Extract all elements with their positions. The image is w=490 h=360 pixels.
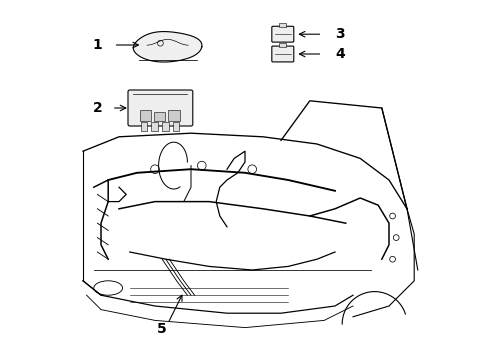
Bar (141, 122, 147, 131)
FancyBboxPatch shape (272, 26, 294, 42)
Bar (169, 110, 180, 121)
Polygon shape (133, 32, 202, 62)
Bar (279, 23, 286, 27)
Text: 4: 4 (336, 47, 345, 61)
Text: 5: 5 (157, 323, 167, 336)
Text: 1: 1 (93, 38, 102, 52)
Bar (151, 122, 158, 131)
FancyBboxPatch shape (272, 46, 294, 62)
Bar (154, 112, 166, 121)
Text: 2: 2 (93, 101, 102, 115)
Bar (279, 43, 286, 47)
Text: 3: 3 (336, 27, 345, 41)
Bar (140, 110, 151, 121)
Bar (173, 122, 179, 131)
FancyBboxPatch shape (128, 90, 193, 126)
Bar (162, 122, 169, 131)
